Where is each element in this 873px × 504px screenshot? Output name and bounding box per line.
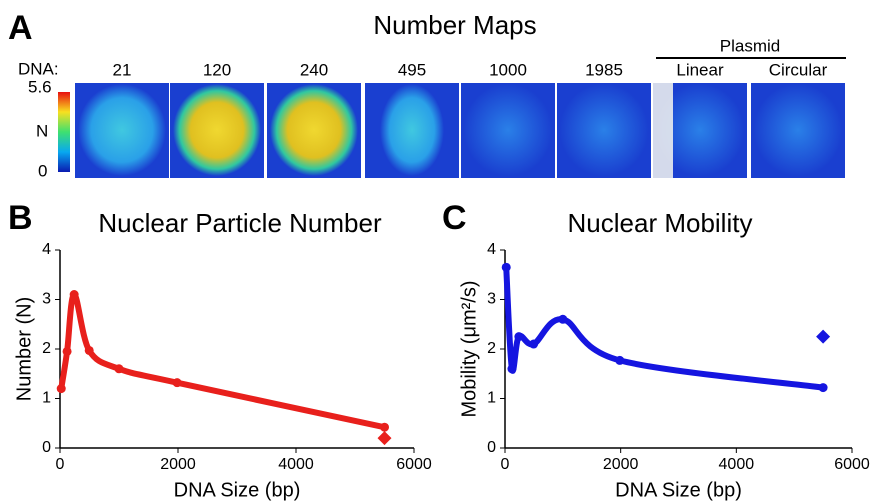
nucleus [656,84,744,176]
nucleus [78,84,166,176]
y-tick-label: 1 [42,390,51,407]
point [172,378,182,388]
line [58,291,386,431]
colorbar-max: 5.6 [28,77,52,96]
y-tick-label: 2 [487,340,496,357]
point [558,314,568,324]
panel-letter: A [8,9,33,47]
y-axis-label: Mobility (μm²/s) [458,280,480,417]
point [84,345,94,355]
point [380,422,389,432]
y-tick-label: 4 [487,241,496,258]
x-axis-label: DNA Size (bp) [615,479,742,501]
nucleus [173,84,261,176]
chart-title: Nuclear Mobility [568,208,753,238]
y-tick-label: 0 [42,439,51,456]
point [501,262,511,272]
map-label: 21 [113,60,132,79]
x-axis-label: DNA Size (bp) [174,479,301,501]
x-tick-label: 4000 [278,456,314,473]
panel-letter: C [442,199,467,237]
colorbar-min: 0 [38,161,47,180]
point [507,364,517,374]
diamond-marker [377,431,392,446]
nucleus [560,84,648,176]
y-tick-label: 4 [42,241,51,258]
chart-title: Nuclear Particle Number [98,208,382,238]
x-tick-label: 0 [501,456,510,473]
linear-edge [653,83,673,178]
point [818,383,828,393]
line [503,267,824,391]
point [69,290,79,300]
nucleus [270,84,358,176]
point [62,346,72,356]
y-tick-label: 3 [487,291,496,308]
x-tick-label: 6000 [834,456,870,473]
point [615,355,625,365]
nucleus [464,84,552,176]
point [514,332,524,342]
colorbar-label: N [36,121,48,140]
map-label: Linear [676,60,724,79]
map-label: 240 [300,60,328,79]
x-tick-label: 6000 [396,456,432,473]
nucleus [380,84,444,176]
colorbar [58,92,70,172]
nucleus [754,84,842,176]
x-tick-label: 4000 [719,456,755,473]
y-axis-label: Number (N) [13,297,35,401]
diamond-marker [816,329,831,344]
map-label: 1000 [489,60,527,79]
map-label: 120 [203,60,231,79]
map-label: Circular [769,60,828,79]
point [529,339,539,349]
y-tick-label: 1 [487,390,496,407]
point [56,384,66,394]
x-tick-label: 2000 [603,456,639,473]
panel-letter: B [8,199,33,237]
panel-title: Number Maps [373,10,536,40]
map-label: 495 [398,60,426,79]
x-tick-label: 2000 [160,456,196,473]
point [114,364,124,374]
y-tick-label: 0 [487,439,496,456]
group-label: Plasmid [720,36,780,55]
y-tick-label: 3 [42,291,51,308]
x-tick-label: 0 [56,456,65,473]
map-label: 1985 [585,60,623,79]
y-tick-label: 2 [42,340,51,357]
row-label: DNA: [18,59,59,78]
